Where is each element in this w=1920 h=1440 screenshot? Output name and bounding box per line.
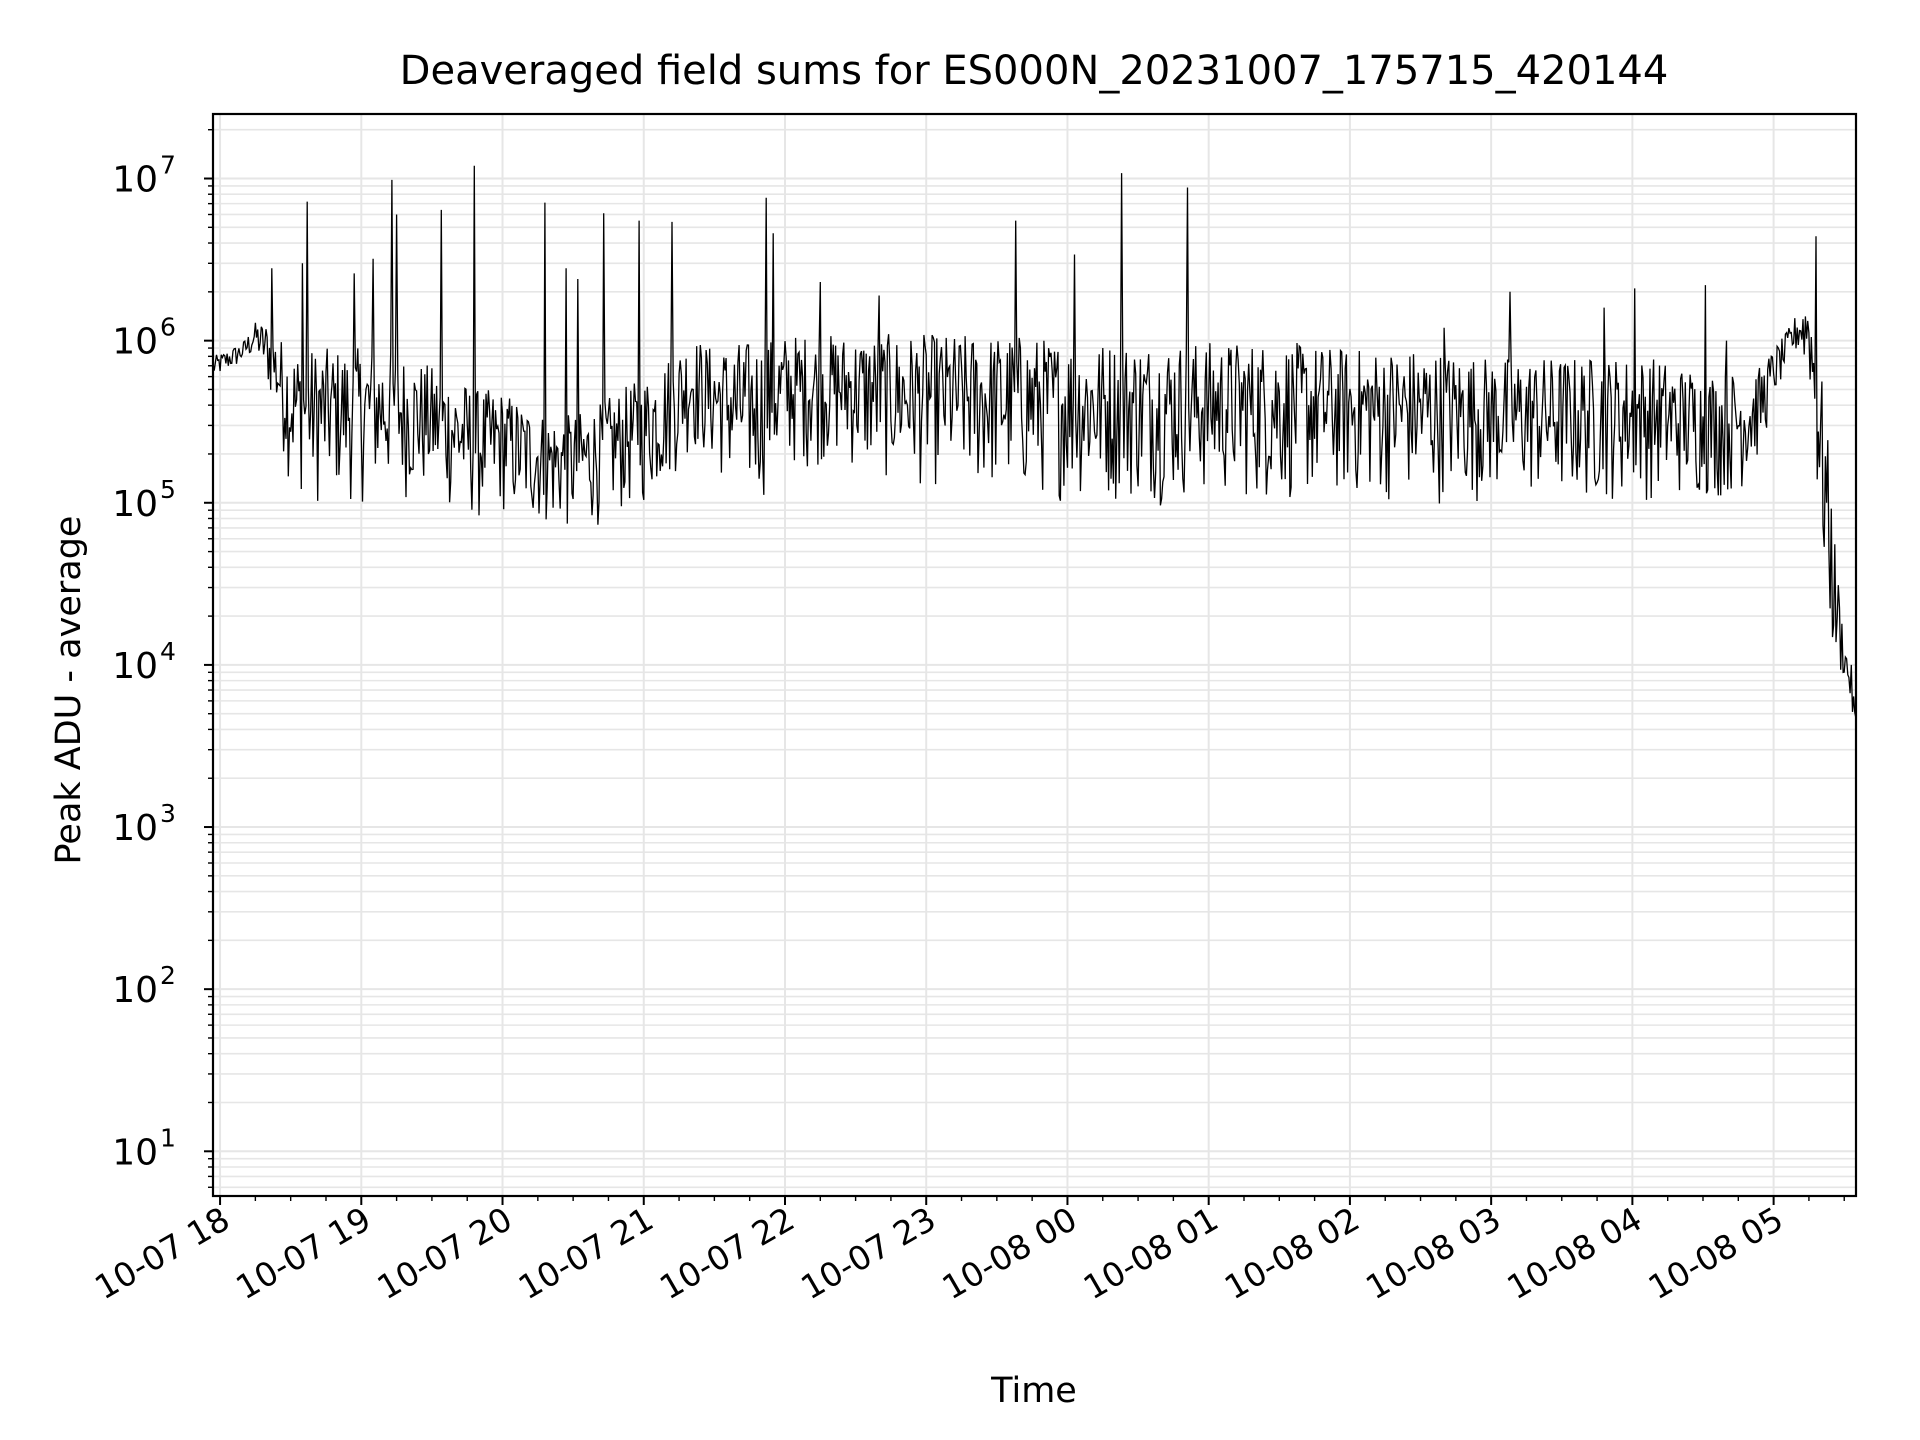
chart-title: Deaveraged field sums for ES000N_2023100…: [400, 48, 1669, 94]
series-path: [212, 165, 1857, 1156]
y-axis-label: Peak ADU - average: [49, 516, 89, 865]
y-tick-exponent: 7: [160, 151, 176, 180]
y-tick-label: 10: [112, 970, 158, 1011]
series-line: [212, 165, 1857, 1156]
grid: [213, 114, 1856, 1196]
y-tick-exponent: 4: [160, 637, 176, 666]
x-axis-label: Time: [990, 1371, 1077, 1411]
axes-frame: [211, 112, 1858, 1198]
plot-frame: [211, 112, 1858, 1198]
y-tick-label: 10: [112, 1132, 158, 1173]
y-tick-exponent: 6: [160, 313, 176, 342]
y-tick-label: 10: [112, 646, 158, 687]
y-tick-label: 10: [112, 808, 158, 849]
y-tick-exponent: 2: [160, 961, 176, 990]
y-tick-exponent: 5: [160, 475, 176, 504]
y-tick-label: 10: [112, 322, 158, 363]
y-tick-label: 10: [112, 484, 158, 525]
y-tick-label: 10: [112, 160, 158, 201]
y-tick-exponent: 1: [160, 1123, 176, 1152]
y-tick-exponent: 3: [160, 799, 176, 828]
